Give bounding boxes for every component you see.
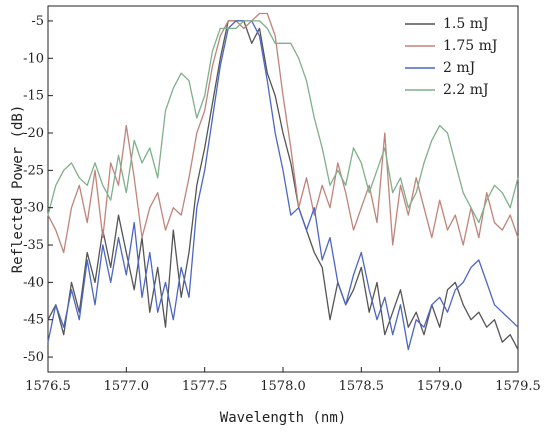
x-axis-label: Wavelength (nm) [220,410,346,426]
x-axis-ticks: 1576.5 1577.0 1577.5 1578.0 1578.5 1579.0 1579… [25,367,541,394]
y-tick-label: -30 [23,201,44,216]
y-tick-label: -15 [23,89,44,104]
y-axis-ticks: -5 -10 -15 -20 -25 -30 -35 -40 -45 -50 [23,14,53,365]
series-line-1 [47,20,519,350]
series-layer [47,12,519,351]
legend-label-2: 1.75 mJ [443,38,498,54]
legend-label-1: 1.5 mJ [443,16,489,32]
y-tick-label: -40 [23,275,44,290]
y-tick-label: -5 [31,14,44,29]
legend-label-4: 2.2 mJ [443,82,489,98]
x-tick-label: 1578.0 [260,379,306,394]
y-tick-label: -45 [23,313,44,328]
x-tick-label: 1578.5 [339,379,385,394]
x-tick-label: 1579.5 [495,379,541,394]
legend-label-3: 2 mJ [443,60,475,76]
y-tick-label: -10 [23,51,44,66]
x-tick-label: 1577.0 [104,379,150,394]
series-line-2 [47,12,519,254]
x-tick-label: 1579.0 [417,379,463,394]
y-axis-label: Reflected Power (dB) [10,105,26,274]
y-tick-label: -50 [23,350,44,365]
y-tick-label: -20 [23,126,44,141]
y-tick-label: -25 [23,163,44,178]
x-tick-label: 1577.5 [182,379,228,394]
x-tick-label: 1576.5 [25,379,71,394]
series-line-4 [47,20,519,224]
y-tick-label: -35 [23,238,44,253]
legend: 1.5 mJ 1.75 mJ 2 mJ 2.2 mJ [405,16,498,98]
series-line-3 [47,20,519,351]
